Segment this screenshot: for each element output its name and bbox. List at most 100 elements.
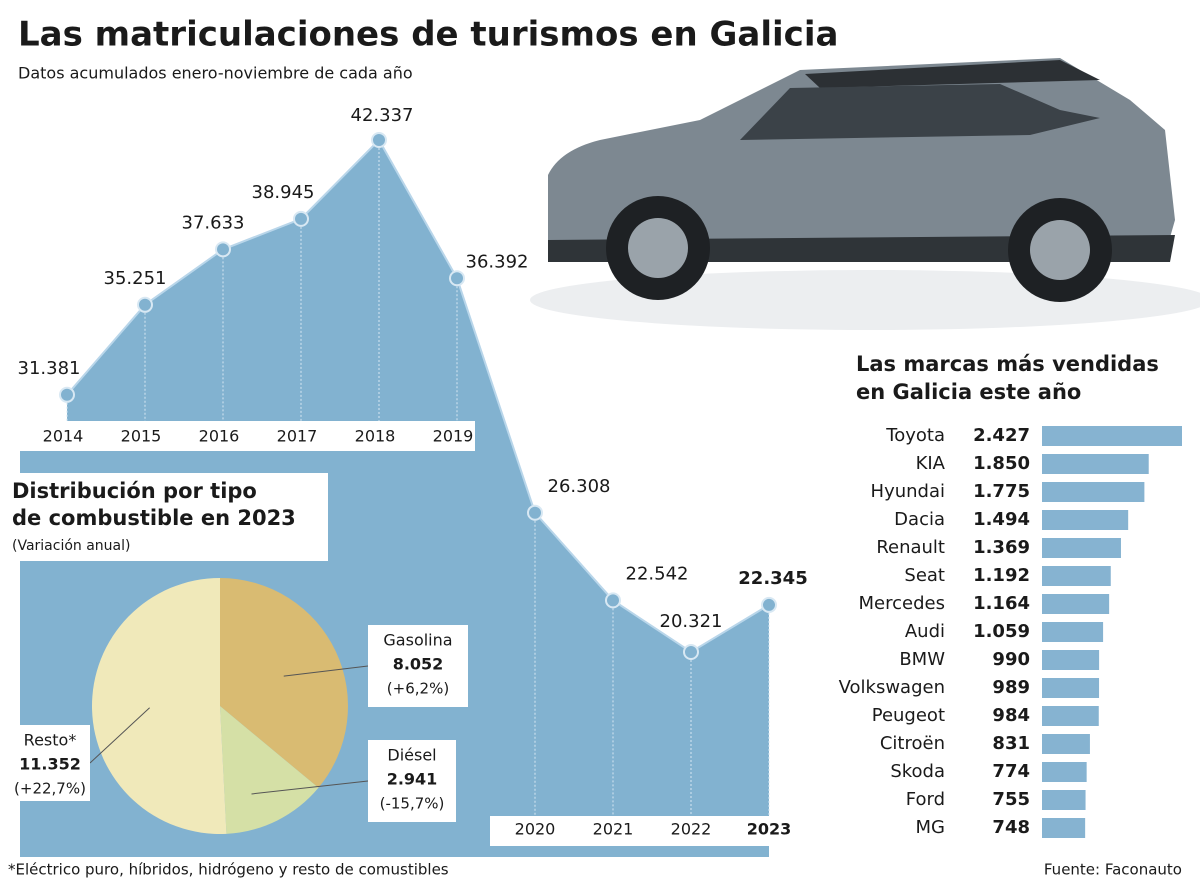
value-label: 2.427 [973, 425, 1030, 446]
category-label: Audi [905, 621, 945, 642]
value-label: 774 [992, 761, 1030, 782]
value-label: 1.850 [973, 453, 1030, 474]
x-tick-label: 2022 [671, 820, 712, 839]
data-point [59, 386, 75, 403]
bar [1042, 706, 1099, 726]
pie-slice [220, 706, 319, 834]
data-point [527, 504, 543, 521]
value-label: 35.251 [104, 268, 167, 289]
bar [1042, 454, 1149, 474]
leader-line [283, 665, 369, 677]
car-illustration [530, 58, 1200, 330]
bar [1042, 678, 1100, 698]
bar [1042, 510, 1129, 530]
source: Fuente: Faconauto [1044, 861, 1182, 879]
data-point [761, 596, 777, 613]
data-point [293, 210, 309, 227]
category-label: Seat [904, 565, 945, 586]
bar [1042, 622, 1104, 642]
slice-change: (+6,2%) [387, 680, 449, 698]
bar [1042, 482, 1145, 502]
data-point [449, 270, 465, 287]
value-label: 22.345 [738, 568, 807, 589]
label-box [10, 725, 90, 801]
data-point [137, 296, 153, 313]
slice-change: (-15,7%) [380, 795, 445, 813]
pie-title: Distribución por tipo de combustible en 2… [12, 479, 296, 530]
bar [1042, 538, 1121, 558]
value-label: 38.945 [252, 182, 315, 203]
value-label: 31.381 [18, 358, 81, 379]
slice-name: Gasolina [383, 631, 452, 650]
label-strip [490, 816, 795, 846]
bar [1042, 594, 1110, 614]
category-label: Mercedes [859, 593, 945, 614]
leader-line [89, 707, 150, 764]
data-point [683, 644, 699, 660]
category-label: Ford [906, 789, 945, 810]
category-label: BMW [899, 649, 945, 670]
category-label: KIA [916, 453, 946, 474]
value-label: 26.308 [548, 476, 611, 497]
slice-name: Resto* [24, 731, 77, 750]
footnote: *Eléctrico puro, híbridos, hidrógeno y r… [8, 861, 449, 879]
x-tick-label: 2016 [199, 427, 240, 446]
category-label: MG [916, 817, 945, 838]
x-tick-label: 2020 [515, 820, 556, 839]
data-point [605, 592, 621, 609]
value-label: 36.392 [466, 251, 529, 272]
value-label: 42.337 [351, 105, 414, 126]
label-strip [20, 421, 475, 451]
pie-title-box [0, 473, 328, 561]
x-tick-label: 2019 [433, 427, 474, 446]
value-label: 1.369 [973, 537, 1030, 558]
label-box [368, 740, 456, 822]
bar [1042, 818, 1086, 838]
value-label: 748 [992, 817, 1030, 838]
value-label: 755 [992, 789, 1030, 810]
value-label: 1.164 [973, 593, 1030, 614]
data-point [371, 132, 387, 148]
slice-value: 8.052 [393, 655, 444, 674]
value-label: 37.633 [182, 212, 245, 233]
category-label: Skoda [890, 761, 945, 782]
pie-slice [220, 578, 349, 788]
x-tick-label: 2023 [747, 820, 792, 839]
area-line [66, 138, 770, 654]
value-label: 1.494 [973, 509, 1030, 530]
pie-subtitle: (Variación anual) [12, 538, 131, 554]
main-title: Las matriculaciones de turismos en Galic… [18, 15, 838, 55]
bar [1042, 762, 1087, 782]
slice-name: Diésel [387, 746, 436, 765]
value-label: 989 [992, 677, 1030, 698]
value-label: 831 [992, 733, 1030, 754]
x-tick-label: 2015 [121, 427, 162, 446]
slice-change: (+22,7%) [14, 780, 86, 798]
bar [1042, 650, 1100, 670]
bar [1042, 790, 1086, 810]
pie-slice [91, 578, 227, 835]
bar [1042, 426, 1182, 446]
value-label: 1.192 [973, 565, 1030, 586]
x-tick-label: 2014 [43, 427, 84, 446]
value-label: 984 [992, 705, 1030, 726]
slice-value: 11.352 [19, 755, 81, 774]
value-label: 20.321 [660, 611, 723, 632]
leader-line [251, 780, 369, 795]
x-tick-label: 2021 [593, 820, 634, 839]
bar [1042, 734, 1090, 754]
category-label: Citroën [880, 733, 945, 754]
value-label: 990 [992, 649, 1030, 670]
category-label: Volkswagen [839, 677, 945, 698]
category-label: Toyota [885, 425, 945, 446]
value-label: 1.775 [973, 481, 1030, 502]
subtitle: Datos acumulados enero-noviembre de cada… [18, 64, 413, 83]
category-label: Renault [876, 537, 945, 558]
x-tick-label: 2018 [355, 427, 396, 446]
category-label: Hyundai [871, 481, 945, 502]
slice-value: 2.941 [387, 770, 438, 789]
category-label: Dacia [894, 509, 945, 530]
bar [1042, 566, 1111, 586]
value-label: 1.059 [973, 621, 1030, 642]
